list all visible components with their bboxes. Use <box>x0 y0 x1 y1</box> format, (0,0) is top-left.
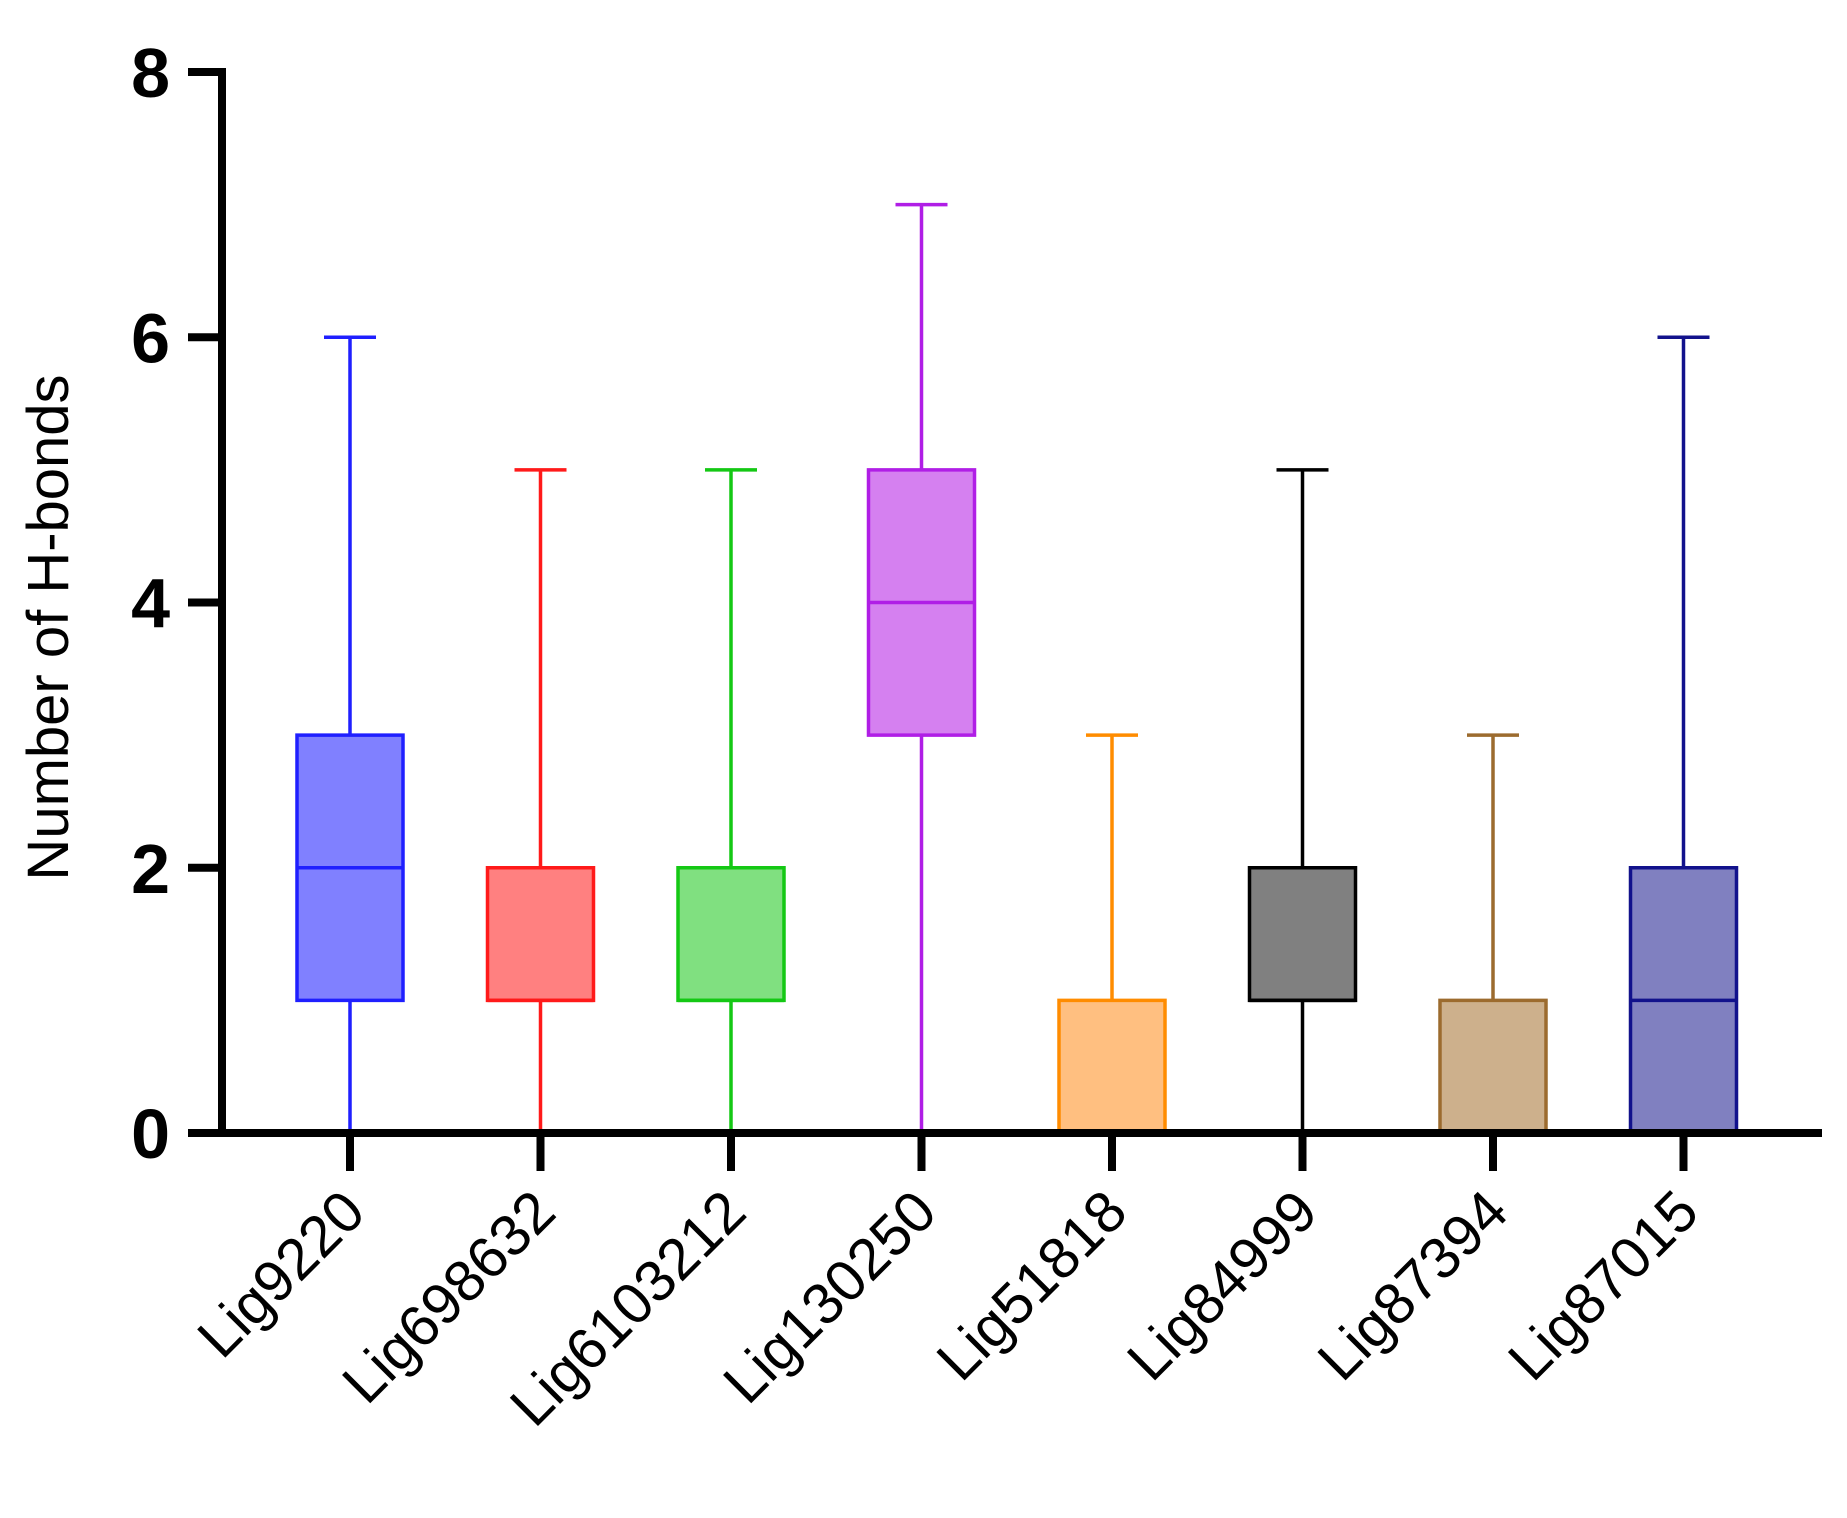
iqr-box <box>676 866 786 1003</box>
iqr-box <box>1057 998 1167 1135</box>
x-tick-label: Lig87394 <box>1305 1178 1520 1393</box>
box-group <box>295 202 1739 1135</box>
y-axis-title: Number of H-bonds <box>16 374 81 880</box>
box-Lig6103212 <box>676 468 786 1135</box>
box-Lig51818 <box>1057 733 1167 1135</box>
y-tick-label: 0 <box>131 1095 170 1173</box>
iqr-box <box>1438 998 1548 1135</box>
x-tick-label: Lig84999 <box>1115 1178 1330 1393</box>
box-Lig130250 <box>866 202 977 1135</box>
axes <box>218 68 1822 1137</box>
box-Lig84999 <box>1247 468 1358 1135</box>
box-Lig698632 <box>485 468 596 1135</box>
y-tick-label: 8 <box>131 34 170 112</box>
y-ticks: 0 2 4 6 8 <box>131 34 222 1173</box>
iqr-box <box>1247 866 1358 1003</box>
box-Lig9220 <box>295 335 405 1135</box>
y-tick-label: 4 <box>131 565 170 643</box>
x-tick-label: Lig9220 <box>185 1178 377 1370</box>
x-tick-label: Lig51818 <box>924 1178 1139 1393</box>
x-tick-label: Lig87015 <box>1496 1178 1711 1393</box>
x-ticks: Lig9220Lig698632Lig6103212Lig130250Lig51… <box>185 1133 1711 1439</box>
box-Lig87015 <box>1628 335 1739 1135</box>
y-tick-label: 2 <box>131 830 170 908</box>
y-tick-label: 6 <box>131 299 170 377</box>
box-Lig87394 <box>1438 733 1548 1135</box>
iqr-box <box>485 866 596 1003</box>
